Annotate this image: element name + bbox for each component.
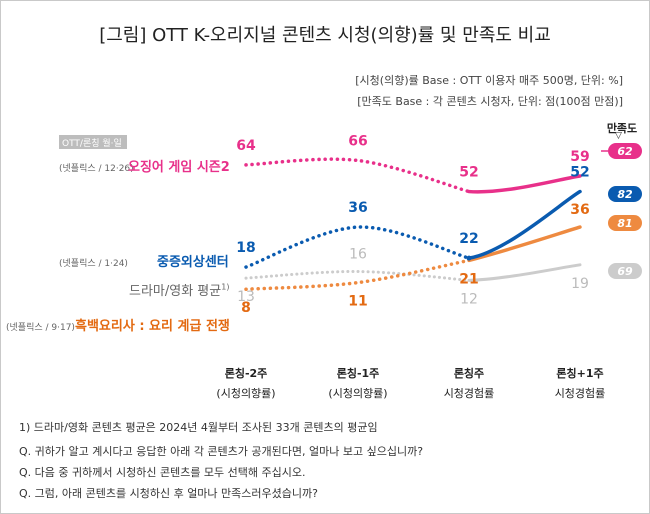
ott-release-badge bbox=[59, 135, 127, 149]
series-1-value-label-2: 22 bbox=[459, 231, 478, 247]
satisfaction-value-0: 62 bbox=[617, 145, 633, 158]
series-label-average: 드라마/영화 평균1) bbox=[129, 280, 229, 299]
series-0-value-label-2: 52 bbox=[459, 165, 478, 181]
series-2-value-label-3: 19 bbox=[571, 276, 589, 292]
series-meta-culinary-class-wars: (넷플릭스 / 9·17) bbox=[6, 323, 75, 333]
question-1: Q. 귀하가 알고 계시다고 응답한 아래 각 콘텐츠가 공개된다면, 얼마나 … bbox=[19, 445, 424, 458]
series-3-value-label-1: 11 bbox=[348, 294, 367, 310]
x-label-0-main: 론칭-2주 bbox=[224, 367, 268, 380]
x-label-2-sub: 시청경험률 bbox=[443, 387, 495, 400]
series-3-solid-line bbox=[467, 225, 582, 263]
satisfaction-value-3: 81 bbox=[617, 217, 632, 230]
x-label-3-main: 론칭+1주 bbox=[556, 367, 604, 380]
series-3-dotted-line bbox=[244, 258, 471, 291]
series-0-solid-line bbox=[467, 174, 582, 194]
satisfaction-badge-0 bbox=[608, 143, 642, 159]
base-note-satisfaction: [만족도 Base : 각 콘텐츠 시청자, 단위: 점(100점 만점)] bbox=[357, 95, 623, 108]
series-2-solid-line bbox=[467, 263, 582, 282]
question-3: Q. 그럼, 아래 콘텐츠를 시청하신 후 얼마나 만족스러우셨습니까? bbox=[19, 487, 318, 500]
satisfaction-header: 만족도 bbox=[606, 122, 638, 135]
x-label-2-main: 론칭주 bbox=[453, 367, 485, 380]
base-note-viewing: [시청(의향)률 Base : OTT 이용자 매주 500명, 단위: %] bbox=[355, 74, 623, 87]
series-2-value-label-0: 13 bbox=[237, 289, 255, 305]
series-1-solid-line bbox=[467, 189, 582, 260]
series-label-trauma-center: 중증외상센터 bbox=[157, 255, 229, 270]
series-3-value-label-0: 8 bbox=[241, 300, 251, 316]
series-2-value-label-1: 16 bbox=[349, 246, 367, 262]
x-label-1: 론칭-1주 (시청의향률) bbox=[313, 364, 403, 404]
ott-release-badge-label: OTT/론칭 월·일 bbox=[62, 139, 122, 149]
series-3-value-label-2: 21 bbox=[459, 271, 478, 287]
series-0-value-label-0: 64 bbox=[236, 138, 256, 154]
footnote-1: 1) 드라마/영화 콘텐츠 평균은 2024년 4월부터 조사된 33개 콘텐츠… bbox=[19, 421, 378, 434]
series-1-dotted-line bbox=[244, 225, 471, 269]
series-2-value-label-2: 12 bbox=[460, 291, 478, 307]
satisfaction-arrow-icon: ▽ bbox=[615, 131, 622, 141]
satisfaction-badge-1 bbox=[608, 186, 642, 202]
series-label-average-text: 드라마/영화 평균 bbox=[129, 284, 222, 299]
x-label-1-sub: (시청의향률) bbox=[328, 387, 388, 400]
series-1-value-label-3: 52 bbox=[570, 165, 589, 181]
x-label-0: 론칭-2주 (시청의향률) bbox=[201, 364, 291, 404]
satisfaction-value-2: 69 bbox=[617, 265, 633, 278]
footnote-mark: 1) bbox=[221, 282, 230, 292]
series-0-value-label-3: 59 bbox=[570, 149, 589, 165]
x-label-1-main: 론칭-1주 bbox=[336, 367, 380, 380]
series-1-value-label-1: 36 bbox=[348, 200, 367, 216]
question-2: Q. 다음 중 귀하께서 시청하신 콘텐츠를 모두 선택해 주십시오. bbox=[19, 466, 306, 479]
satisfaction-badge-2 bbox=[608, 263, 642, 279]
x-label-0-sub: (시청의향률) bbox=[216, 387, 276, 400]
series-label-squid-game: 오징어 게임 시즌2 bbox=[128, 160, 230, 175]
series-meta-squid-game: (넷플릭스 / 12·26) bbox=[59, 164, 134, 174]
series-1-value-label-0: 18 bbox=[236, 240, 255, 256]
series-meta-trauma-center: (넷플릭스 / 1·24) bbox=[59, 259, 128, 269]
chart-title: [그림] OTT K-오리지널 콘텐츠 시청(의향)률 및 만족도 비교 bbox=[99, 25, 551, 46]
series-0-value-label-1: 66 bbox=[348, 133, 367, 149]
x-label-3-sub: 시청경험률 bbox=[554, 387, 606, 400]
series-1-point-2 bbox=[466, 255, 472, 261]
series-2-dotted-line bbox=[244, 269, 471, 282]
satisfaction-badge-3 bbox=[608, 215, 642, 231]
series-label-culinary-class-wars: 흑백요리사 : 요리 계급 전쟁 bbox=[75, 319, 230, 334]
satisfaction-value-1: 82 bbox=[617, 188, 633, 201]
series-0-dotted-line bbox=[244, 157, 471, 194]
series-3-value-label-3: 36 bbox=[570, 202, 589, 218]
